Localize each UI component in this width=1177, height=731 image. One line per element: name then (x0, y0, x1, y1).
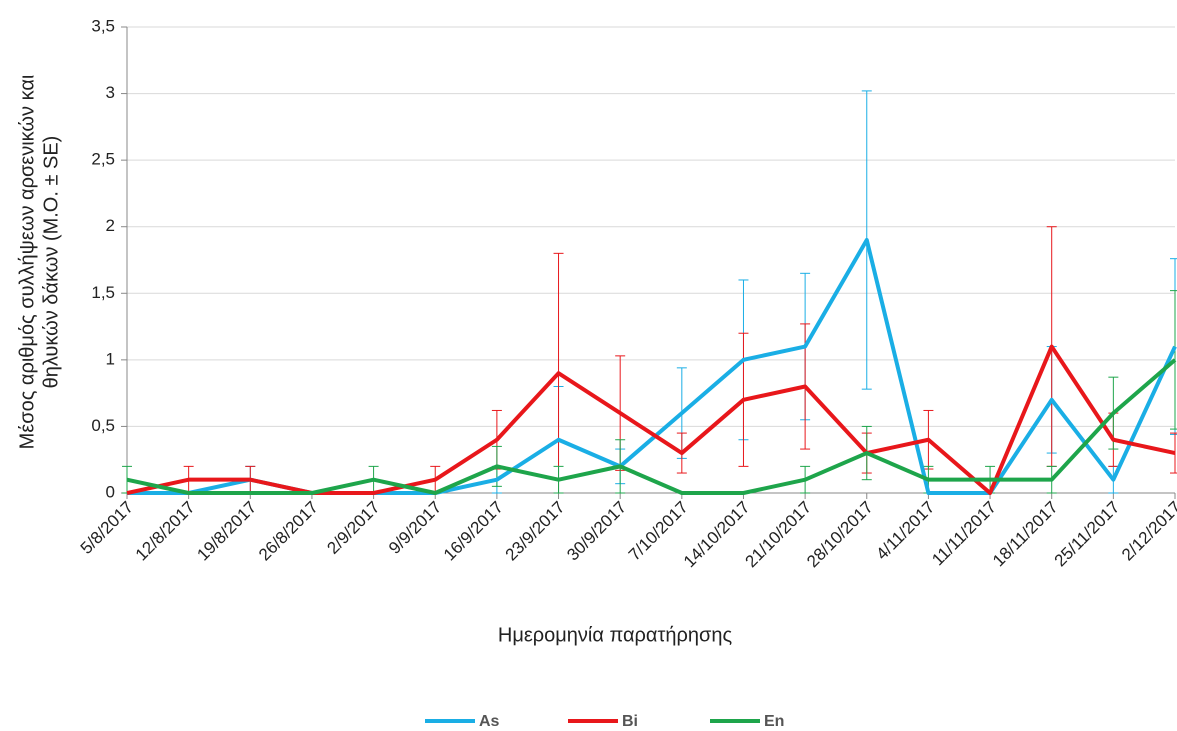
x-tick-label: 11/11/2017 (928, 498, 1000, 570)
series-line (127, 238, 1177, 495)
y-axis-title: Μέσος αριθμός συλλήψεων αρσενικών και θη… (16, 75, 62, 450)
y-tick-label: 1 (106, 349, 115, 368)
y-tick-label: 0 (106, 482, 115, 501)
series-line (126, 358, 1177, 495)
y-tick-label: 3 (106, 83, 115, 102)
series-line (126, 344, 1176, 495)
x-tick-label: 4/11/2017 (872, 498, 938, 564)
x-axis-title: Ημερομηνία παρατήρησης (498, 624, 733, 646)
x-tick-label: 2/9/2017 (323, 498, 383, 558)
y-tick-label: 2,5 (91, 150, 115, 169)
x-tick-label: 9/9/2017 (385, 498, 445, 558)
legend-label: Bi (622, 713, 638, 730)
x-tick-label: 18/11/2017 (989, 498, 1062, 571)
x-tick-label: 21/10/2017 (742, 498, 816, 572)
x-tick-label: 14/10/2017 (680, 498, 754, 572)
x-tick-label: 19/8/2017 (193, 498, 260, 565)
x-tick-label: 2/12/2017 (1118, 498, 1177, 565)
y-tick-label: 1,5 (91, 283, 115, 302)
x-tick-label: 26/8/2017 (255, 498, 322, 565)
x-tick-label: 12/8/2017 (132, 498, 199, 565)
y-axis-title-line: θηλυκών δάκων (Μ.Ο. ± SE) (40, 136, 62, 389)
legend-label: En (764, 713, 784, 730)
x-tick-label: 5/8/2017 (77, 498, 137, 558)
x-tick-label: 25/11/2017 (1051, 498, 1124, 571)
y-axis-title-line: Μέσος αριθμός συλλήψεων αρσενικών και (16, 75, 38, 450)
legend-label: As (479, 713, 500, 730)
y-tick-label: 3,5 (91, 16, 115, 35)
x-tick-label: 28/10/2017 (803, 498, 877, 572)
x-tick-label: 16/9/2017 (440, 498, 507, 565)
x-tick-label: 23/9/2017 (502, 498, 569, 565)
y-tick-label: 2 (106, 216, 115, 235)
y-tick-label: 0,5 (91, 416, 115, 435)
x-tick-label: 30/9/2017 (563, 498, 630, 565)
